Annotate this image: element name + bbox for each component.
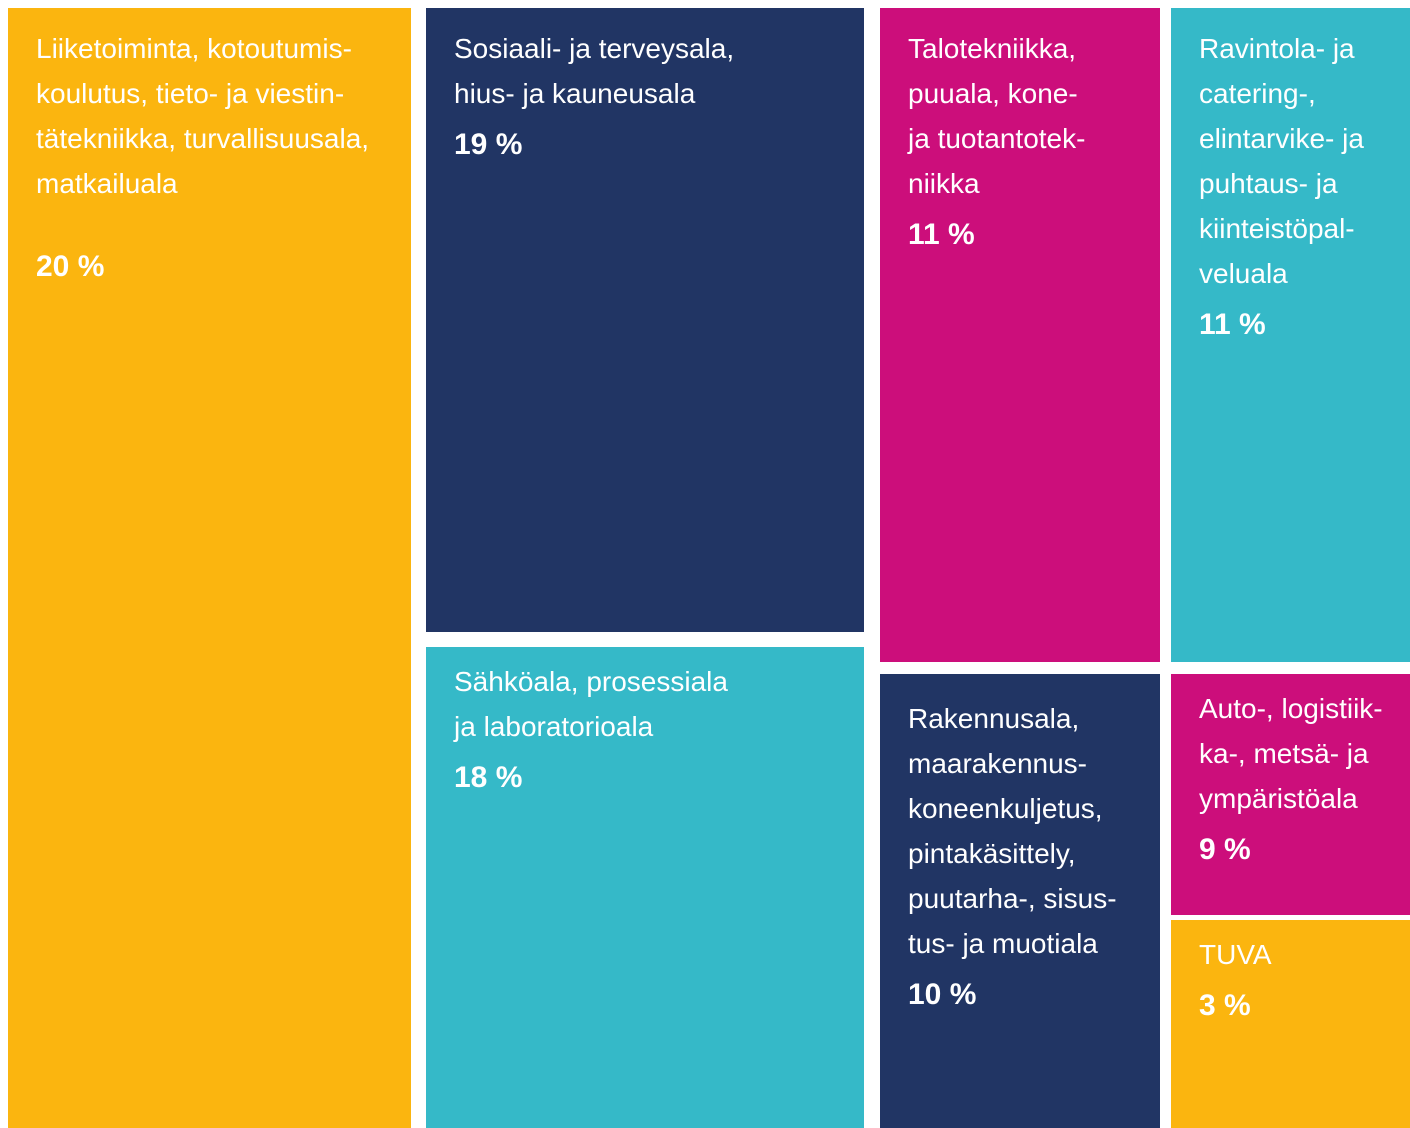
- tile-label: Auto-, logistiik- ka-, metsä- ja ympäris…: [1199, 693, 1383, 814]
- tile-label: Talotekniikka, puuala, kone- ja tuotanto…: [908, 33, 1086, 199]
- tile-label: Liiketoiminta, kotoutumis- koulutus, tie…: [36, 33, 370, 199]
- value-label: 19 %: [454, 128, 523, 161]
- value-label: 3 %: [1199, 989, 1251, 1022]
- tile: Rakennusala, maarakennus- koneenkuljetus…: [880, 674, 1160, 1128]
- tile-label: Sosiaali- ja terveysala, hius- ja kauneu…: [454, 33, 735, 109]
- tile: Liiketoiminta, kotoutumis- koulutus, tie…: [8, 8, 411, 1128]
- tile: Auto-, logistiik- ka-, metsä- ja ympäris…: [1171, 674, 1410, 915]
- tile-label: TUVA: [1199, 939, 1272, 970]
- value-label: 9 %: [1199, 833, 1251, 866]
- value-label: 11 %: [908, 218, 975, 251]
- value-label: 18 %: [454, 761, 523, 794]
- value-label: 20 %: [36, 250, 105, 283]
- tile-label: Rakennusala, maarakennus- koneenkuljetus…: [908, 703, 1117, 959]
- tile: Ravintola- ja catering-, elintarvike- ja…: [1171, 8, 1410, 662]
- tile: TUVA 3 %: [1171, 920, 1410, 1128]
- tile: Sähköala, prosessiala ja laboratorioala 1…: [426, 647, 864, 1128]
- value-label: 10 %: [908, 978, 977, 1011]
- tile: Sosiaali- ja terveysala, hius- ja kauneu…: [426, 8, 864, 632]
- tile-label: Ravintola- ja catering-, elintarvike- ja…: [1199, 33, 1364, 289]
- tile-label: Sähköala, prosessiala ja laboratorioala: [454, 666, 728, 742]
- value-label: 11 %: [1199, 308, 1266, 341]
- tile: Talotekniikka, puuala, kone- ja tuotanto…: [880, 8, 1160, 662]
